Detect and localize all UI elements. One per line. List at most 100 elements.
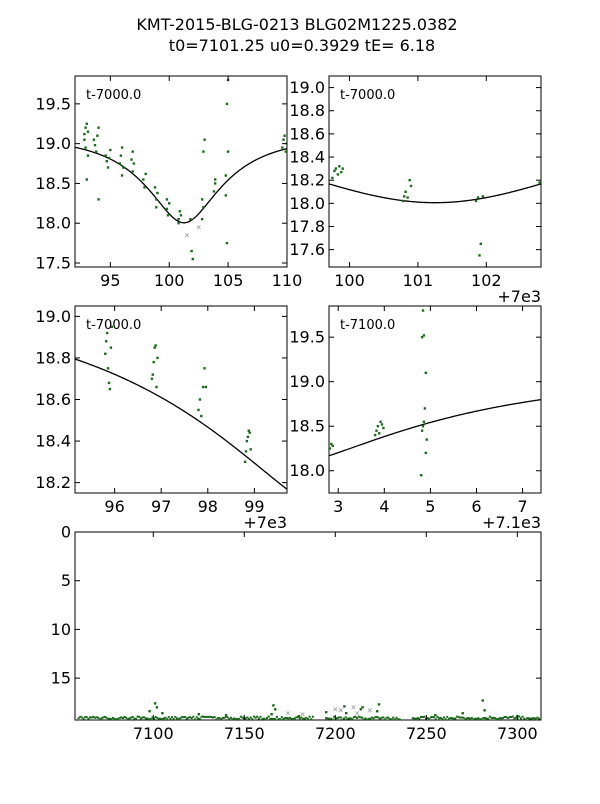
data-point	[284, 150, 287, 153]
baseline-point	[487, 717, 490, 720]
baseline-point	[257, 717, 260, 720]
data-point	[382, 426, 385, 430]
baseline-point	[102, 716, 105, 719]
y-tick-label: 17.8	[289, 217, 325, 236]
baseline-point	[310, 718, 313, 720]
data-point	[379, 420, 382, 423]
data-point	[297, 714, 301, 718]
baseline-point	[384, 718, 386, 720]
y-tick-label: 19.0	[35, 134, 71, 153]
baseline-point	[311, 715, 314, 718]
data-point	[461, 712, 464, 715]
data-point	[247, 429, 250, 432]
baseline-point	[465, 717, 468, 720]
baseline-point	[218, 717, 221, 720]
data-point	[155, 198, 158, 201]
baseline-point	[85, 716, 88, 719]
excluded-point	[338, 708, 343, 713]
baseline-point	[343, 717, 345, 720]
baseline-point	[488, 715, 491, 718]
data-point	[200, 414, 203, 418]
excluded-point	[351, 705, 356, 710]
baseline-point	[362, 718, 365, 720]
data-point	[377, 703, 381, 706]
data-point	[203, 367, 206, 370]
data-point	[85, 178, 88, 181]
baseline-point	[146, 717, 149, 720]
y-tick-label: 18.8	[35, 348, 71, 367]
data-point	[109, 148, 112, 152]
baseline-point	[416, 717, 419, 720]
baseline-point	[364, 717, 367, 720]
baseline-point	[184, 716, 187, 718]
data-point	[198, 398, 202, 401]
data-point	[153, 346, 156, 349]
baseline-point	[461, 716, 463, 719]
y-tick-label: 19.0	[289, 78, 325, 97]
baseline-point	[436, 715, 439, 718]
baseline-point	[472, 718, 475, 720]
baseline-point	[287, 717, 290, 720]
baseline-point	[433, 716, 436, 719]
baseline-point	[393, 718, 396, 720]
data-point	[404, 190, 407, 193]
baseline-point	[234, 718, 237, 720]
data-point	[105, 331, 109, 335]
baseline-point	[290, 717, 293, 720]
baseline-point	[467, 717, 470, 719]
baseline-point	[94, 716, 96, 719]
data-point	[106, 166, 110, 169]
data-point	[270, 713, 273, 716]
data-point	[338, 165, 341, 168]
data-point	[131, 170, 134, 173]
excluded-point	[285, 711, 291, 716]
y-tick-label: 18.4	[35, 432, 71, 451]
y-tick-label: 19.0	[289, 372, 325, 391]
baseline-point	[513, 717, 516, 720]
data-point	[201, 385, 205, 389]
baseline-point	[348, 717, 350, 720]
x-tick-label: 7200	[315, 724, 356, 743]
y-tick-label: 17.5	[35, 254, 71, 273]
baseline-point	[274, 718, 277, 720]
baseline-point	[452, 717, 455, 720]
baseline-point	[110, 718, 113, 720]
x-tick-label: 3	[333, 497, 343, 516]
baseline-point	[431, 716, 434, 719]
baseline-point	[349, 717, 352, 720]
baseline-point	[226, 716, 229, 719]
baseline-point	[169, 717, 172, 720]
panel-5: 7100 7150 7200 7250 7300 0 5 10 15	[51, 523, 542, 743]
data-point	[108, 156, 111, 160]
y-tick-label: 18.2	[289, 171, 325, 190]
data-point	[153, 702, 157, 705]
y-tick-label: 15	[51, 669, 71, 688]
baseline-point	[203, 716, 206, 718]
baseline-point	[375, 715, 378, 718]
data-point	[483, 709, 486, 712]
data-point	[179, 214, 183, 217]
model-curve	[75, 358, 287, 490]
baseline-point	[136, 715, 139, 718]
data-point	[425, 438, 428, 441]
baseline-point	[82, 717, 85, 720]
data-point	[122, 166, 125, 169]
data-point	[130, 158, 133, 161]
panel-4-plot-area	[329, 309, 541, 477]
baseline-point	[338, 716, 341, 719]
baseline-point	[354, 715, 357, 718]
data-point	[86, 130, 90, 133]
baseline-point	[367, 717, 370, 720]
data-point	[148, 710, 151, 713]
data-point	[155, 706, 159, 709]
baseline-point	[429, 716, 432, 719]
baseline-point	[284, 717, 287, 719]
baseline-point	[279, 718, 282, 720]
baseline-point	[195, 716, 198, 719]
data-point	[201, 198, 204, 201]
baseline-point	[238, 718, 241, 720]
data-point	[409, 184, 413, 188]
baseline-point	[153, 717, 155, 720]
baseline-point	[503, 716, 506, 718]
baseline-point	[482, 717, 485, 719]
